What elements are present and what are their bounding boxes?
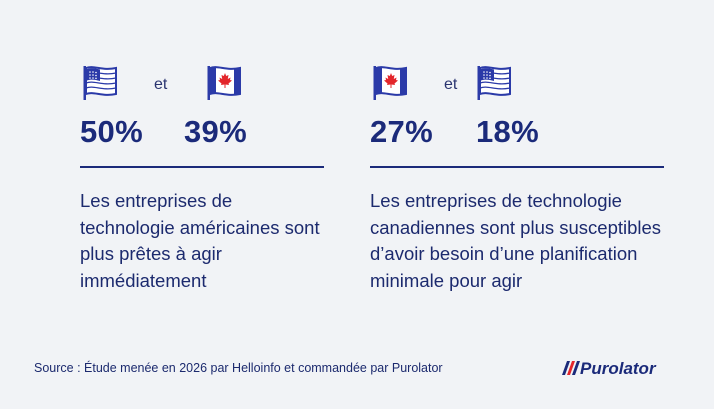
connector-text: et [154,76,168,93]
divider [370,166,664,168]
flag-row: et [80,64,324,106]
us-flag-icon [82,64,118,102]
stat-description: Les entreprises de technologie canadienn… [370,190,662,291]
canada-flag-icon [206,64,242,102]
purolator-logo: Purolator [560,355,686,381]
connector-text: et [444,76,458,93]
source-note: Source : Étude menée en 2026 par Helloin… [34,361,443,375]
canada-percentage: 27% [370,114,433,149]
flag-row: et [370,64,664,106]
stat-description: Les entreprises de technologie américain… [80,190,320,291]
us-percentage: 50% [80,114,143,149]
logo-wordmark: Purolator [580,359,657,378]
canada-flag-icon [372,64,408,102]
canada-percentage: 39% [184,114,247,149]
divider [80,166,324,168]
us-percentage: 18% [476,114,539,149]
us-flag-icon [476,64,512,102]
